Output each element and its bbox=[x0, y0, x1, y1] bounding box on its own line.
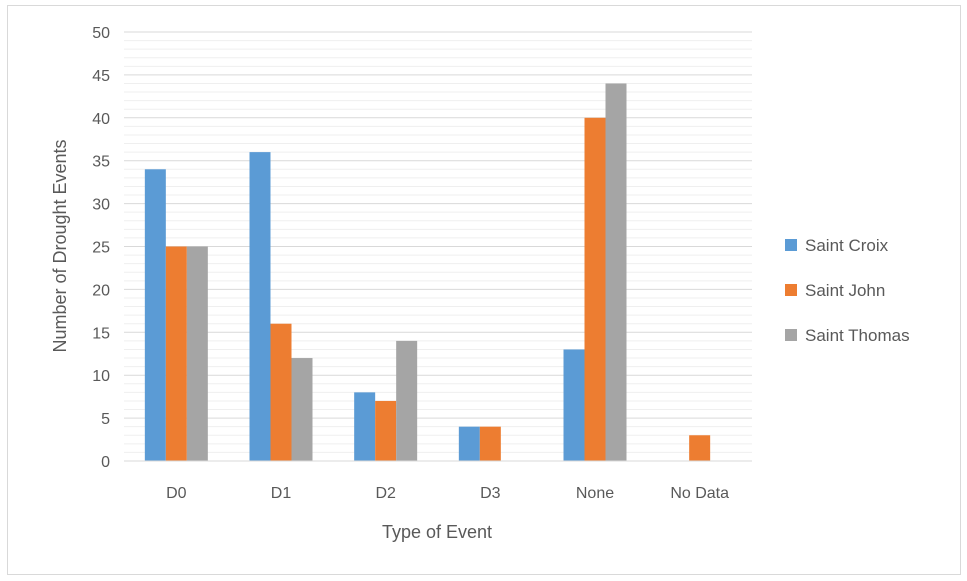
x-tick-label: D1 bbox=[271, 485, 292, 502]
legend-label: Saint Croix bbox=[805, 236, 889, 255]
legend-label: Saint John bbox=[805, 281, 885, 300]
bar-saint-thomas bbox=[186, 246, 208, 461]
legend-swatch bbox=[785, 239, 797, 251]
y-tick-label: 45 bbox=[92, 68, 110, 85]
bar-saint-john bbox=[689, 435, 711, 461]
y-tick-label: 25 bbox=[92, 240, 110, 257]
y-tick-label: 35 bbox=[92, 154, 110, 171]
bar-saint-john bbox=[165, 246, 187, 461]
bar-saint-croix bbox=[354, 392, 376, 461]
y-tick-label: 15 bbox=[92, 325, 110, 342]
bars bbox=[144, 83, 711, 462]
y-tick-label: 20 bbox=[92, 282, 110, 299]
x-tick-label: None bbox=[576, 485, 614, 502]
y-tick-label: 40 bbox=[92, 111, 110, 128]
bar-saint-croix bbox=[249, 152, 271, 461]
tick-labels: 0 5 10 15 20 25 30 35 40 45 50 D0 D1 D2 D3 None No Data bbox=[92, 25, 729, 502]
y-tick-label: 50 bbox=[92, 25, 110, 42]
y-axis-title: Number of Drought Events bbox=[50, 139, 70, 352]
bar-saint-croix bbox=[144, 169, 166, 461]
x-axis-title: Type of Event bbox=[382, 522, 492, 542]
y-tick-label: 10 bbox=[92, 368, 110, 385]
bar-saint-thomas bbox=[605, 83, 627, 461]
y-tick-label: 5 bbox=[101, 411, 110, 428]
x-tick-label: D0 bbox=[166, 485, 187, 502]
y-tick-label: 30 bbox=[92, 197, 110, 214]
bar-saint-thomas bbox=[291, 358, 313, 461]
legend-label: Saint Thomas bbox=[805, 326, 910, 345]
legend-swatch bbox=[785, 284, 797, 296]
bar-saint-john bbox=[584, 117, 606, 462]
bar-saint-thomas bbox=[396, 340, 418, 461]
x-tick-label: D3 bbox=[480, 485, 501, 502]
x-tick-label: D2 bbox=[375, 485, 396, 502]
x-tick-label: No Data bbox=[670, 485, 729, 502]
legend: Saint Croix Saint John Saint Thomas bbox=[785, 236, 910, 345]
gridlines bbox=[124, 31, 752, 453]
legend-swatch bbox=[785, 329, 797, 341]
bar-saint-john bbox=[375, 400, 397, 461]
bar-saint-croix bbox=[563, 349, 585, 461]
bar-saint-john bbox=[270, 323, 292, 461]
bar-saint-john bbox=[479, 426, 501, 461]
y-tick-label: 0 bbox=[101, 454, 110, 471]
bar-saint-croix bbox=[458, 426, 480, 461]
